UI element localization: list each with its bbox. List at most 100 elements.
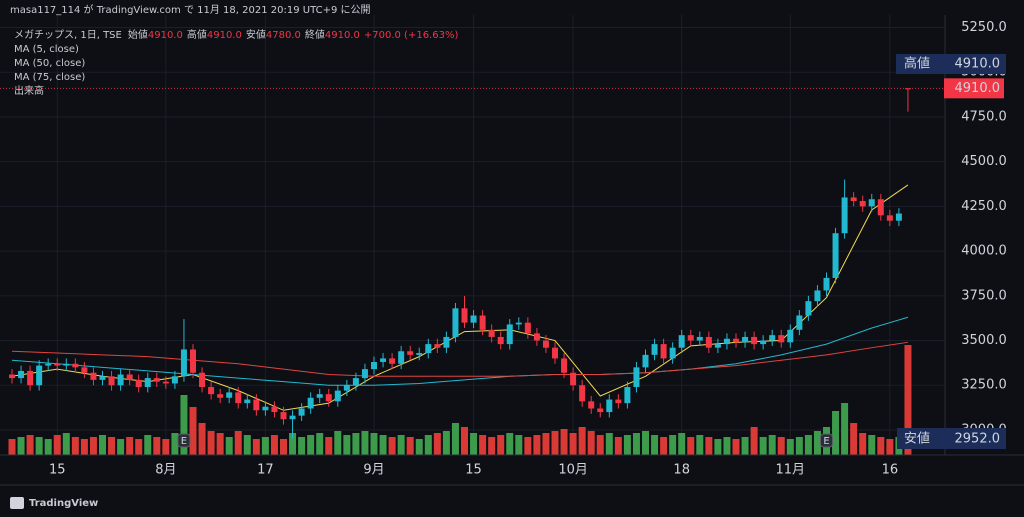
candle-body — [533, 333, 540, 341]
volume-bar — [497, 435, 505, 455]
candle-body — [814, 290, 821, 302]
candle-body — [660, 344, 667, 359]
volume-bar — [352, 433, 360, 455]
candle-body — [425, 344, 432, 354]
candle-body — [624, 387, 631, 404]
volume-bar — [144, 435, 152, 455]
legend-part: 4910.0 — [148, 30, 183, 41]
volume-bar — [99, 435, 106, 455]
volume-bar — [832, 411, 840, 455]
y-tick-label: 3750.0 — [961, 288, 1007, 303]
candle-body — [570, 372, 577, 386]
volume-bar — [216, 433, 224, 455]
candle-body — [787, 329, 794, 343]
volume-bar — [35, 437, 43, 455]
candle-body — [552, 347, 558, 359]
candle-body — [153, 378, 160, 382]
ma-line — [11, 341, 909, 377]
candle-body — [470, 315, 477, 323]
volume-bar — [171, 433, 179, 455]
candle-body — [171, 376, 178, 384]
volume-bar — [126, 437, 134, 455]
low-label: 安値 — [904, 431, 930, 447]
earnings-label: E — [181, 436, 187, 447]
candle-body — [235, 392, 242, 404]
ma-line — [11, 184, 909, 411]
candle-body — [271, 406, 278, 413]
candle-body — [696, 336, 703, 341]
candle-body — [714, 344, 721, 348]
candle-body — [325, 394, 332, 402]
x-tick-label: 16 — [882, 463, 899, 478]
candle-body — [371, 361, 377, 370]
volume-bar — [632, 433, 640, 455]
volume-bar — [289, 433, 297, 455]
volume-bar — [560, 429, 568, 455]
candle-body — [760, 340, 767, 345]
candle-body — [542, 340, 549, 348]
legend-part: 始値 — [128, 28, 148, 41]
earnings-label: E — [823, 436, 829, 447]
low-box — [897, 428, 1006, 449]
volume-bar — [470, 433, 478, 455]
volume-bar — [569, 433, 577, 455]
candle-body — [642, 354, 649, 368]
x-tick-label: 15 — [49, 463, 66, 478]
candle-body — [805, 301, 812, 316]
y-tick-label: 3250.0 — [961, 378, 1007, 393]
volume-bar — [651, 435, 659, 455]
x-tick-label: 11月 — [776, 463, 806, 478]
high-box — [896, 54, 1006, 74]
legend-part: 4910.0 — [207, 30, 242, 41]
volume-bar — [777, 437, 785, 455]
candle-body — [651, 344, 658, 355]
volume-bar — [732, 439, 740, 455]
volume-bar — [26, 435, 34, 455]
legend-part: メガチップス, 1日, TSE — [14, 29, 122, 41]
volume-bar — [280, 439, 287, 455]
volume-bar — [515, 435, 523, 455]
indicator: MA (75, close) — [14, 72, 85, 83]
volume-bar — [307, 435, 315, 455]
candle-body — [126, 374, 133, 380]
legend-part: 4780.0 — [266, 30, 301, 41]
volume-bar — [506, 433, 514, 455]
candle-body — [253, 399, 260, 411]
candle-body — [497, 336, 504, 345]
volume-bar — [234, 431, 242, 455]
volume-bar — [89, 437, 97, 455]
candle-body — [416, 353, 423, 355]
y-tick-label: 3500.0 — [961, 333, 1007, 348]
volume-bar — [904, 345, 912, 455]
logo — [10, 497, 24, 509]
candle-body — [108, 376, 115, 386]
candle-body — [389, 358, 396, 364]
candle-body — [307, 397, 314, 409]
legend-main: メガチップス, 1日, TSE 始値4910.0 高値4910.0 安値4780.0 終… — [14, 28, 458, 41]
volume-bar — [642, 431, 649, 455]
volume-bar — [678, 433, 686, 455]
candle-body — [850, 197, 857, 202]
y-tick-label: 4250.0 — [961, 199, 1007, 214]
y-tick-label: 4000.0 — [961, 244, 1007, 259]
candle-body — [669, 347, 676, 359]
candle-body — [895, 213, 902, 221]
volume-bar — [759, 437, 767, 455]
volume-bar — [614, 437, 622, 455]
candle-body — [352, 378, 359, 386]
price-labels: 高値 4910.0 安値 2952.0 — [896, 54, 1006, 449]
candle-body — [135, 379, 142, 388]
candle-body — [479, 315, 486, 330]
volume-bar — [605, 433, 613, 455]
candle-body — [633, 367, 640, 388]
legend-part: 安値 — [246, 28, 266, 41]
volume-bar — [741, 437, 749, 455]
volume-bar — [750, 427, 758, 455]
candle-body — [380, 358, 387, 362]
candle-body — [615, 399, 622, 404]
legend-part: 4910.0 — [325, 30, 360, 41]
candle-body — [54, 363, 61, 366]
candle-body — [488, 329, 495, 337]
candle-body — [162, 381, 169, 384]
candle-body — [579, 385, 586, 402]
